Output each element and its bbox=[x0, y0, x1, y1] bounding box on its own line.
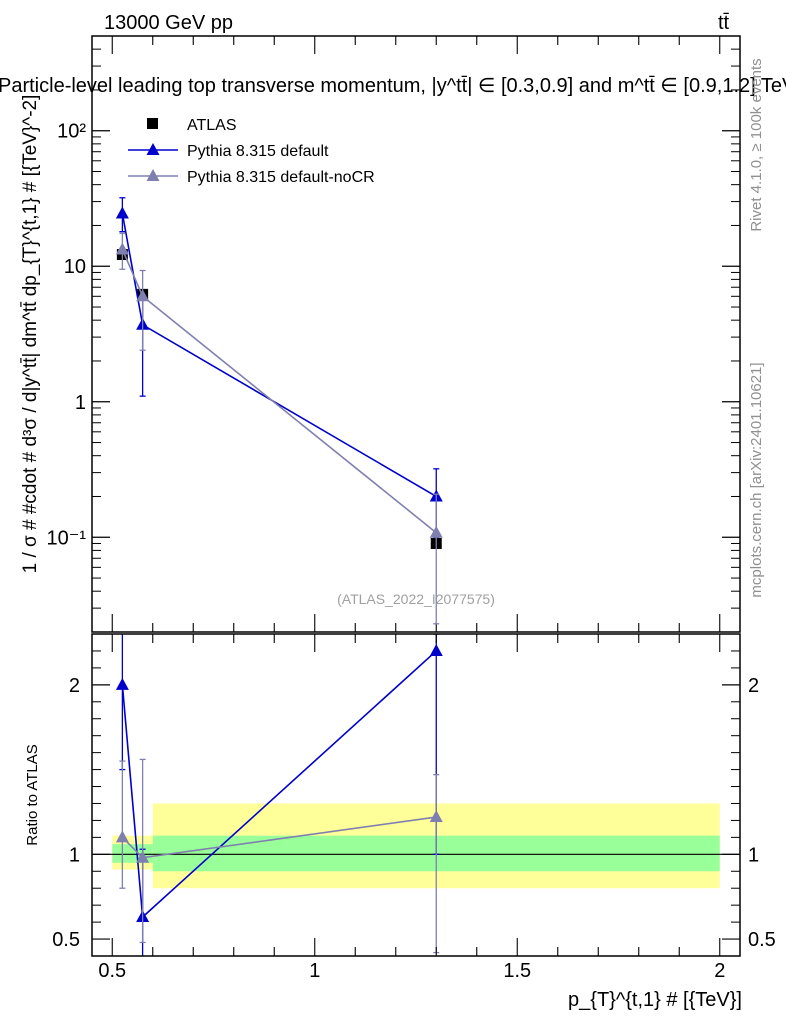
ratio-marker bbox=[429, 643, 443, 656]
ratio-marker bbox=[115, 830, 129, 843]
main-y-tick-label: 1 bbox=[75, 392, 86, 414]
legend-marker-pythia bbox=[146, 169, 160, 181]
legend-marker-atlas bbox=[147, 118, 158, 129]
ratio-y-tick-label-right: 1 bbox=[748, 844, 759, 866]
ratio-y-tick-label: 2 bbox=[69, 675, 80, 697]
process-label: tt̄ bbox=[718, 12, 730, 34]
ratio-y-tick-label: 1 bbox=[69, 844, 80, 866]
legend-label: Pythia 8.315 default bbox=[187, 143, 329, 160]
main-series-1 bbox=[115, 197, 443, 538]
ratio-plot-area bbox=[92, 634, 740, 956]
main-y-tick-label: 10² bbox=[57, 121, 86, 143]
analysis-watermark: (ATLAS_2022_I2077575) bbox=[337, 591, 495, 607]
pythia-marker bbox=[429, 525, 443, 538]
main-y-axis-label: 1 / σ # #cdot # d³σ / d|y^tt̄| dm^tt̄ dp… bbox=[20, 95, 41, 574]
legend-label: Pythia 8.315 default-noCR bbox=[187, 169, 375, 186]
main-y-tick-label: 10⁻¹ bbox=[47, 527, 87, 549]
main-panel: 10⁻¹ 1 10 10² Particle-level leading top tr… bbox=[0, 35, 786, 633]
x-axis-label: p_{T}^{t,1} # [{TeV}] bbox=[568, 989, 742, 1011]
ratio-y-tick-label-right: 0.5 bbox=[748, 929, 776, 951]
legend: ATLAS Pythia 8.315 default Pythia 8.315 de… bbox=[128, 117, 375, 186]
x-tick-label: 1 bbox=[309, 960, 320, 982]
ratio-y-tick-label-right: 2 bbox=[748, 675, 759, 697]
main-series-line bbox=[121, 213, 437, 498]
pythia-marker bbox=[115, 206, 129, 219]
main-frame bbox=[91, 35, 741, 633]
rivet-version-text: Rivet 4.1.0, ≥ 100k events bbox=[748, 58, 765, 231]
ratio-marker bbox=[429, 810, 443, 823]
legend-label: ATLAS bbox=[187, 117, 237, 134]
plot-title: Particle-level leading top transverse mo… bbox=[0, 75, 786, 97]
pythia-marker bbox=[136, 289, 150, 302]
x-tick-label: 2 bbox=[714, 960, 725, 982]
main-series-0 bbox=[116, 249, 442, 549]
ratio-y-axis-label: Ratio to ATLAS bbox=[24, 744, 41, 845]
main-series-2 bbox=[115, 232, 443, 625]
x-tick-label: 0.5 bbox=[98, 960, 126, 982]
ratio-ticks: 0.5 0.5 1 1 2 2 0.5 1 1.5 2 bbox=[52, 634, 776, 982]
ratio-panel: 0.5 0.5 1 1 2 2 0.5 1 1.5 2 bbox=[52, 633, 776, 982]
ratio-marker bbox=[136, 850, 150, 863]
legend-marker-pythia bbox=[146, 143, 160, 155]
pythia-marker bbox=[115, 242, 129, 255]
energy-label: 13000 GeV pp bbox=[104, 12, 233, 34]
ratio-marker bbox=[115, 677, 129, 690]
mcplots-text: mcplots.cern.ch [arXiv:2401.10621] bbox=[748, 362, 765, 597]
main-plot-area bbox=[115, 197, 443, 625]
ratio-frame bbox=[91, 633, 741, 957]
main-y-tick-label: 10 bbox=[64, 256, 86, 278]
x-tick-label: 1.5 bbox=[503, 960, 531, 982]
main-series-line bbox=[121, 249, 437, 534]
ratio-y-tick-label: 0.5 bbox=[52, 929, 80, 951]
main-ticks: 10⁻¹ 1 10 10² bbox=[47, 35, 740, 633]
